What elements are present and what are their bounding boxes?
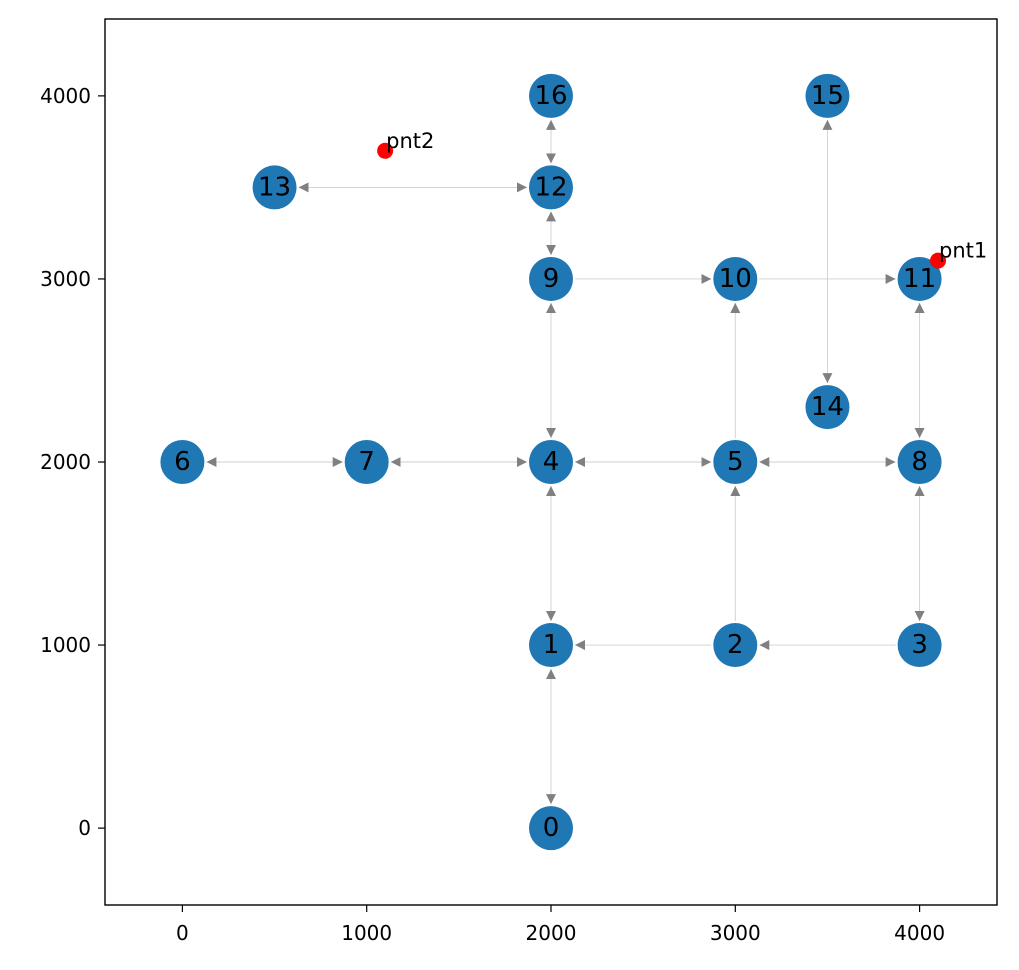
point-label-pnt1: pnt1: [939, 239, 987, 263]
point-pnt1: pnt1: [930, 239, 987, 269]
point-marker-pnt1: [930, 252, 947, 269]
node-label-11: 11: [903, 264, 936, 294]
node-circle-1: [529, 623, 573, 668]
x-tick-label-2000: 2000: [526, 921, 577, 945]
node-7: 7: [344, 440, 389, 484]
node-label-14: 14: [811, 392, 844, 422]
node-label-8: 8: [911, 447, 928, 477]
points-layer: pnt1 pnt2: [377, 129, 987, 269]
node-label-10: 10: [719, 264, 752, 294]
node-5: 5: [713, 440, 758, 484]
node-circle-16: [529, 73, 573, 118]
node-label-9: 9: [543, 264, 560, 294]
node-9: 9: [529, 256, 573, 301]
node-circle-3: [897, 623, 942, 668]
node-circle-10: [713, 256, 758, 301]
node-12: 12: [529, 165, 573, 210]
x-tick-label-1000: 1000: [341, 921, 392, 945]
point-pnt2: pnt2: [377, 129, 434, 159]
plot-frame: [104, 18, 998, 906]
node-13: 13: [252, 165, 297, 210]
y-tick-label-3000: 3000: [40, 267, 91, 291]
node-3: 3: [897, 623, 942, 668]
node-label-15: 15: [811, 81, 844, 111]
edges-layer: [206, 119, 925, 805]
node-label-6: 6: [174, 447, 191, 477]
node-circle-6: [160, 440, 205, 484]
y-tick-label-4000: 4000: [40, 84, 91, 108]
node-4: 4: [529, 440, 573, 484]
node-label-0: 0: [543, 813, 560, 843]
node-0: 0: [529, 806, 573, 851]
point-marker-pnt2: [377, 142, 394, 159]
node-label-16: 16: [534, 81, 567, 111]
node-2: 2: [713, 623, 758, 668]
node-label-4: 4: [543, 447, 560, 477]
node-11: 11: [897, 256, 942, 301]
node-circle-2: [713, 623, 758, 668]
y-tick-label-1000: 1000: [40, 633, 91, 657]
y-tick-label-0: 0: [78, 816, 91, 840]
node-circle-5: [713, 440, 758, 484]
node-circle-9: [529, 256, 573, 301]
point-label-pnt2: pnt2: [386, 129, 434, 153]
node-circle-12: [529, 165, 573, 210]
node-circle-7: [344, 440, 389, 484]
node-8: 8: [897, 440, 942, 484]
x-tick-label-4000: 4000: [894, 921, 945, 945]
node-10: 10: [713, 256, 758, 301]
node-label-1: 1: [543, 630, 560, 660]
node-15: 15: [805, 73, 850, 118]
node-label-5: 5: [727, 447, 744, 477]
x-tick-label-3000: 3000: [710, 921, 761, 945]
node-label-3: 3: [911, 630, 928, 660]
node-1: 1: [529, 623, 573, 668]
node-circle-8: [897, 440, 942, 484]
node-6: 6: [160, 440, 205, 484]
node-circle-11: [897, 256, 942, 301]
node-circle-0: [529, 806, 573, 851]
node-circle-4: [529, 440, 573, 484]
y-tick-label-2000: 2000: [40, 450, 91, 474]
node-14: 14: [805, 385, 850, 430]
node-label-13: 13: [258, 172, 291, 202]
axes-layer: 0 1000 2000 3000 4000 0 1000 2000 3000 4000: [40, 84, 945, 945]
node-label-12: 12: [534, 172, 567, 202]
node-label-7: 7: [358, 447, 375, 477]
node-circle-13: [252, 165, 297, 210]
node-circle-14: [805, 385, 850, 430]
node-label-2: 2: [727, 630, 744, 660]
x-tick-label-0: 0: [176, 921, 189, 945]
node-16: 16: [529, 73, 573, 118]
node-circle-15: [805, 73, 850, 118]
